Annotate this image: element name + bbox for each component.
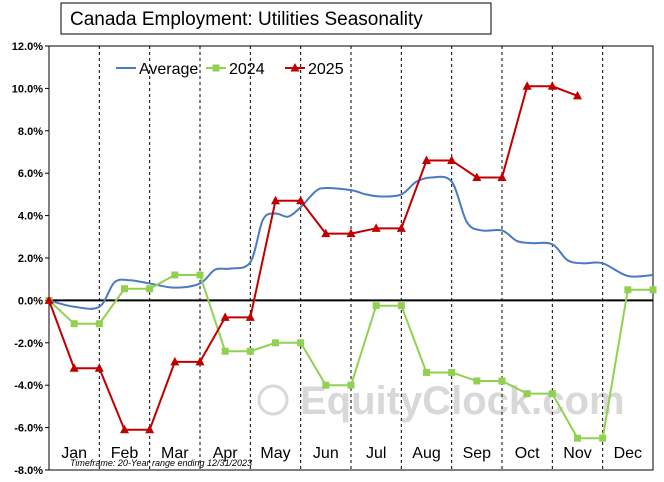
data-point (448, 368, 456, 376)
data-point (346, 228, 356, 238)
legend-item-average: Average (116, 61, 198, 78)
data-point (649, 286, 657, 294)
timeframe-footnote: Timeframe: 20-Year range ending 12/31/20… (70, 458, 252, 468)
data-point (472, 172, 482, 181)
y-tick-label: 4.0% (18, 211, 43, 223)
data-point (624, 286, 632, 294)
y-tick-label: 6.0% (18, 168, 43, 180)
plot-border (48, 45, 654, 471)
x-tick-label: Feb (111, 445, 139, 462)
data-point (195, 356, 205, 366)
y-tick-label: 2.0% (18, 253, 43, 265)
legend-marker (212, 64, 220, 72)
data-point (396, 223, 406, 232)
x-tick-label: Jan (61, 445, 87, 462)
data-point (523, 390, 531, 398)
data-point (196, 271, 204, 279)
data-point (321, 228, 331, 238)
data-point (297, 339, 305, 347)
data-point (296, 195, 306, 205)
legend-item-2024: 2024 (206, 61, 265, 78)
data-point (145, 424, 155, 434)
data-point (170, 356, 180, 366)
data-point (522, 81, 532, 90)
y-tick-label: -4.0% (14, 380, 43, 392)
legend-item-2025: 2025 (285, 61, 344, 78)
data-point (498, 377, 506, 385)
data-point (271, 195, 280, 205)
data-point (146, 285, 154, 293)
data-point (548, 390, 556, 398)
data-point (121, 285, 128, 293)
x-tick-label: Jun (313, 445, 339, 462)
series-lines (44, 81, 657, 442)
chart-title: Canada Employment: Utilities Seasonality (70, 9, 423, 30)
data-point (347, 381, 355, 389)
data-point (422, 155, 431, 164)
legend-label: 2024 (229, 61, 265, 78)
legend: Average 2024 2025 (116, 61, 344, 78)
data-point (547, 81, 557, 90)
y-tick-label: 10.0% (12, 83, 43, 95)
data-point (69, 363, 79, 372)
data-point (120, 424, 129, 434)
data-point (246, 347, 254, 355)
data-point (245, 312, 255, 321)
legend-marker (290, 63, 300, 72)
y-tick-label: 8.0% (18, 126, 43, 138)
series-line-average (48, 175, 654, 310)
data-point (44, 295, 54, 304)
series-average (48, 175, 654, 310)
legend-label: Average (139, 61, 198, 78)
series-line-2025 (48, 85, 578, 431)
data-point (221, 347, 229, 355)
data-point (372, 302, 380, 310)
x-tick-label: Dec (614, 445, 642, 462)
data-point (220, 312, 230, 321)
x-tick-label: Sep (463, 445, 492, 462)
data-point (573, 90, 582, 100)
data-point (322, 381, 330, 389)
x-tick-label: Apr (213, 445, 239, 462)
data-point (272, 339, 279, 347)
data-point (94, 363, 104, 372)
y-tick-label: 12.0% (12, 41, 43, 53)
legend-label: 2025 (308, 61, 344, 78)
y-tick-label: -6.0% (14, 423, 43, 435)
data-point (397, 302, 405, 310)
series-2024 (45, 271, 657, 442)
x-tick-label: Nov (563, 445, 591, 462)
y-axis-ticks: 12.0% 10.0% 8.0% 6.0% 4.0% 2.0% 0.0% -2.0% -4.0%… (12, 41, 49, 477)
data-point (574, 434, 581, 442)
data-point (423, 368, 430, 376)
watermark: © EquityClock.com (257, 379, 625, 423)
data-point (95, 320, 103, 328)
copyright-symbol-circle (257, 384, 289, 416)
x-tick-label: Aug (412, 445, 440, 462)
data-point (497, 172, 507, 181)
data-point (447, 155, 457, 164)
data-point (473, 377, 481, 385)
vertical-grid (98, 46, 604, 470)
y-tick-label: -8.0% (14, 465, 43, 477)
series-2025 (44, 81, 582, 434)
y-tick-label: -2.0% (14, 338, 43, 350)
x-axis-ticks: Jan Feb Mar Apr May Jun Jul Aug Sep Oct Nov Dec (61, 445, 642, 462)
x-tick-label: Mar (161, 445, 189, 462)
y-tick-label: 0.0% (18, 295, 43, 307)
data-point (599, 434, 607, 442)
data-point (171, 271, 179, 279)
chart-title-box: Canada Employment: Utilities Seasonality (60, 2, 492, 35)
x-tick-label: Oct (515, 445, 540, 462)
data-point (70, 320, 78, 328)
x-tick-label: May (260, 445, 290, 462)
x-tick-label: Jul (366, 445, 386, 462)
data-point (371, 223, 381, 232)
title-box (60, 2, 492, 35)
